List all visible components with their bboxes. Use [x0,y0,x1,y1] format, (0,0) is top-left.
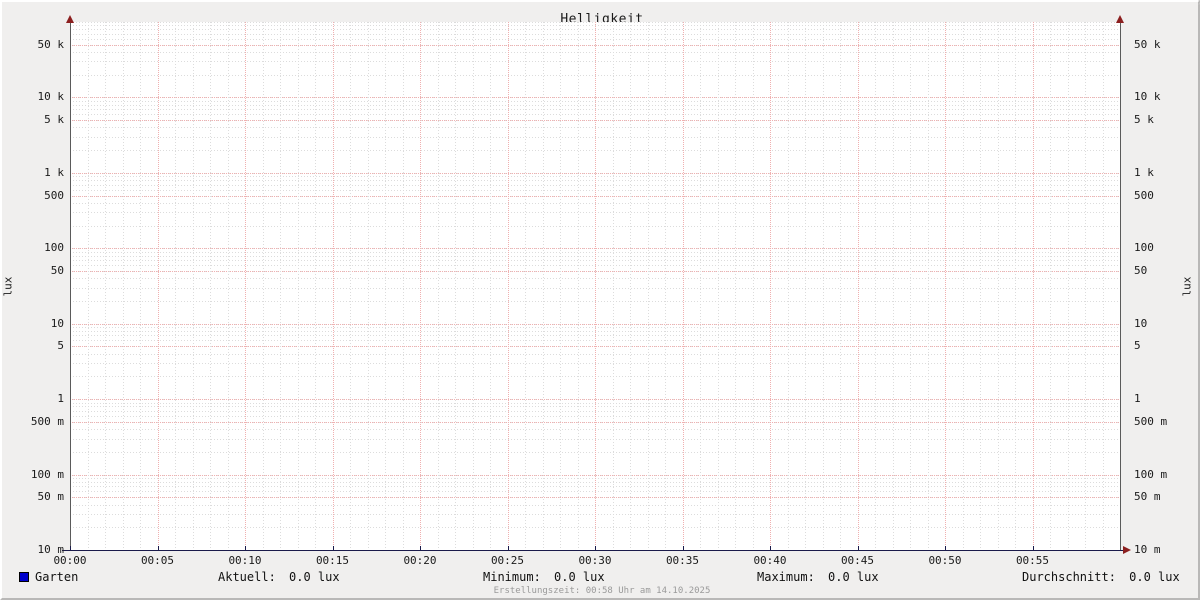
x-tick-label-9: 00:45 [840,554,875,567]
x-tick-3 [333,546,334,551]
legend-color-swatch [19,572,29,582]
stat-maximum-value: 0.0 lux [828,570,879,584]
x-tick-label-5: 00:25 [490,554,525,567]
grid-lines [70,22,1120,550]
x-tick-label-8: 00:40 [753,554,787,567]
y-tick-label-r-4: 500 [1134,188,1154,202]
y-tick-label-r-2: 5 k [1134,113,1154,127]
y-tick-label-l-12: 50 m [37,490,65,504]
stat-current: Aktuell: 0.0 lux [218,570,340,584]
x-tick-11 [1033,546,1034,551]
x-tick-label-6: 00:30 [578,554,612,567]
y-axis-right-arrow-icon [1116,15,1124,23]
plot-area [70,22,1120,550]
x-tick-1 [158,546,159,551]
x-tick-label-10: 00:50 [928,554,962,567]
stat-minimum-label: Minimum: [483,570,541,584]
y-axis-left-arrow-icon [66,15,74,23]
x-axis [62,550,1123,551]
y-tick-label-r-5: 100 [1134,241,1154,255]
y-tick-label-l-0: 50 k [37,37,65,51]
y-tick-label-l-3: 1 k [44,165,64,179]
y-tick-label-l-10: 500 m [30,414,64,428]
y-tick-label-r-7: 10 [1134,316,1148,330]
y-tick-label-l-5: 100 [44,241,64,255]
y-tick-label-r-11: 100 m [1134,467,1168,481]
y-tick-label-r-13: 10 m [1134,543,1161,556]
y-tick-label-l-4: 500 [44,188,64,202]
y-tick-label-l-1: 10 k [37,90,65,104]
y-axis-left [70,22,71,551]
x-tick-9 [858,546,859,551]
x-axis-arrow-icon [1123,546,1131,554]
y-tick-label-l-7: 10 [50,316,64,330]
stat-current-label: Aktuell: [218,570,276,584]
stat-average: Durchschnitt: 0.0 lux [1022,570,1180,584]
legend: Garten Aktuell: 0.0 lux Minimum: 0.0 lux… [2,568,1200,586]
x-tick-0 [70,546,71,551]
y-axis-right [1120,22,1121,551]
stat-current-value: 0.0 lux [289,570,340,584]
y-tick-label-l-8: 5 [57,339,64,353]
y-tick-label-r-3: 1 k [1134,165,1154,179]
x-tick-label-1: 00:05 [140,554,175,567]
y-tick-label-l-13: 10 m [37,543,65,556]
y-tick-label-r-0: 50 k [1134,37,1161,51]
x-tick-4 [420,546,421,551]
y-tick-label-l-9: 1 [57,392,64,406]
x-tick-label-0: 00:00 [53,554,87,567]
y-tick-label-r-12: 50 m [1134,490,1161,504]
x-tick-label-4: 00:20 [403,554,437,567]
y-tick-label-r-8: 5 [1134,339,1141,353]
stat-average-value: 0.0 lux [1129,570,1180,584]
stat-minimum-value: 0.0 lux [554,570,605,584]
x-tick-7 [683,546,684,551]
y-tick-label-r-6: 50 [1134,263,1148,277]
x-tick-label-11: 00:55 [1015,554,1050,567]
legend-series-name: Garten [35,570,79,584]
x-tick-6 [595,546,596,551]
y-axis-right-unit: lux [1180,276,1194,297]
y-tick-label-r-9: 1 [1134,392,1141,406]
y-tick-label-r-1: 10 k [1134,90,1161,104]
y-tick-label-l-6: 50 [50,263,64,277]
rrdtool-watermark: RRDTOOL / TOBI OETIKER [1196,0,1200,6]
x-tick-label-2: 00:10 [228,554,262,567]
x-tick-5 [508,546,509,551]
creation-timestamp: Erstellungszeit: 00:58 Uhr am 14.10.2025 [493,586,711,596]
y-tick-label-l-11: 100 m [30,467,64,481]
x-tick-label-7: 00:35 [665,554,700,567]
stat-maximum: Maximum: 0.0 lux [757,570,879,584]
stat-average-label: Durchschnitt: [1022,570,1116,584]
x-tick-label-3: 00:15 [315,554,350,567]
x-tick-8 [770,546,771,551]
x-tick-2 [245,546,246,551]
x-tick-10 [945,546,946,551]
stat-maximum-label: Maximum: [757,570,815,584]
y-tick-label-r-10: 500 m [1134,414,1168,428]
y-tick-label-l-2: 5 k [44,113,64,127]
stat-minimum: Minimum: 0.0 lux [483,570,605,584]
